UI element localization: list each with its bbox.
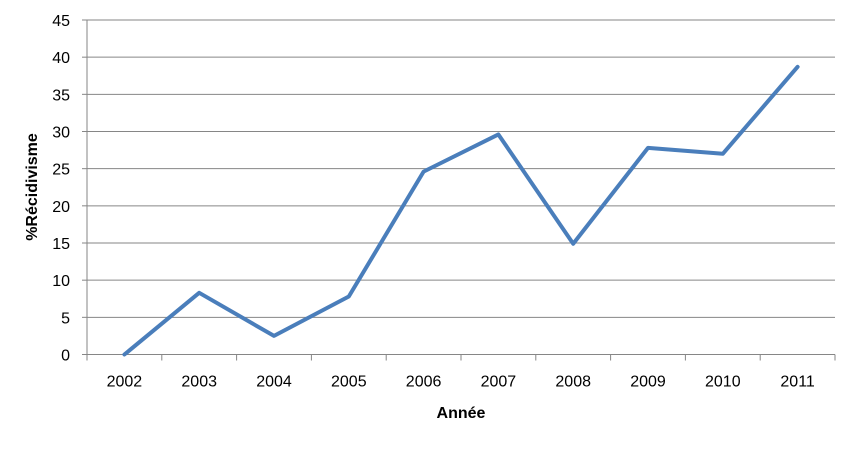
series-line: [124, 67, 797, 355]
y-tick-label: 5: [61, 310, 70, 327]
y-tick-label: 40: [52, 50, 70, 67]
x-tick-label: 2009: [630, 374, 666, 391]
x-tick-label: 2004: [256, 374, 292, 391]
x-tick-label: 2005: [331, 374, 367, 391]
y-tick-label: 25: [52, 162, 70, 179]
x-tick-labels: 2002 2003 2004 2005 2006 2007 2008 2009 2010 2011: [107, 374, 815, 391]
axes: [82, 20, 835, 361]
y-tick-label: 15: [52, 236, 70, 253]
x-tick-label: 2011: [780, 374, 815, 391]
series: [124, 67, 797, 355]
x-tick-label: 2006: [406, 374, 442, 391]
x-tick-label: 2002: [107, 374, 143, 391]
y-tick-label: 30: [52, 125, 70, 142]
y-axis-title: %Récidivisme: [24, 133, 41, 241]
y-tick-label: 10: [52, 273, 70, 290]
x-tick-label: 2010: [705, 374, 741, 391]
y-tick-label: 0: [61, 348, 70, 365]
y-tick-label: 45: [52, 13, 70, 30]
y-tick-label: 20: [52, 199, 70, 216]
x-tick-label: 2008: [555, 374, 591, 391]
x-axis-title: Année: [437, 405, 486, 422]
x-tick-label: 2007: [481, 374, 517, 391]
y-tick-labels: 0 5 10 15 20 25 30 35 40 45: [52, 13, 70, 365]
y-tick-label: 35: [52, 87, 70, 104]
x-tick-label: 2003: [181, 374, 217, 391]
gridlines: [87, 20, 835, 317]
